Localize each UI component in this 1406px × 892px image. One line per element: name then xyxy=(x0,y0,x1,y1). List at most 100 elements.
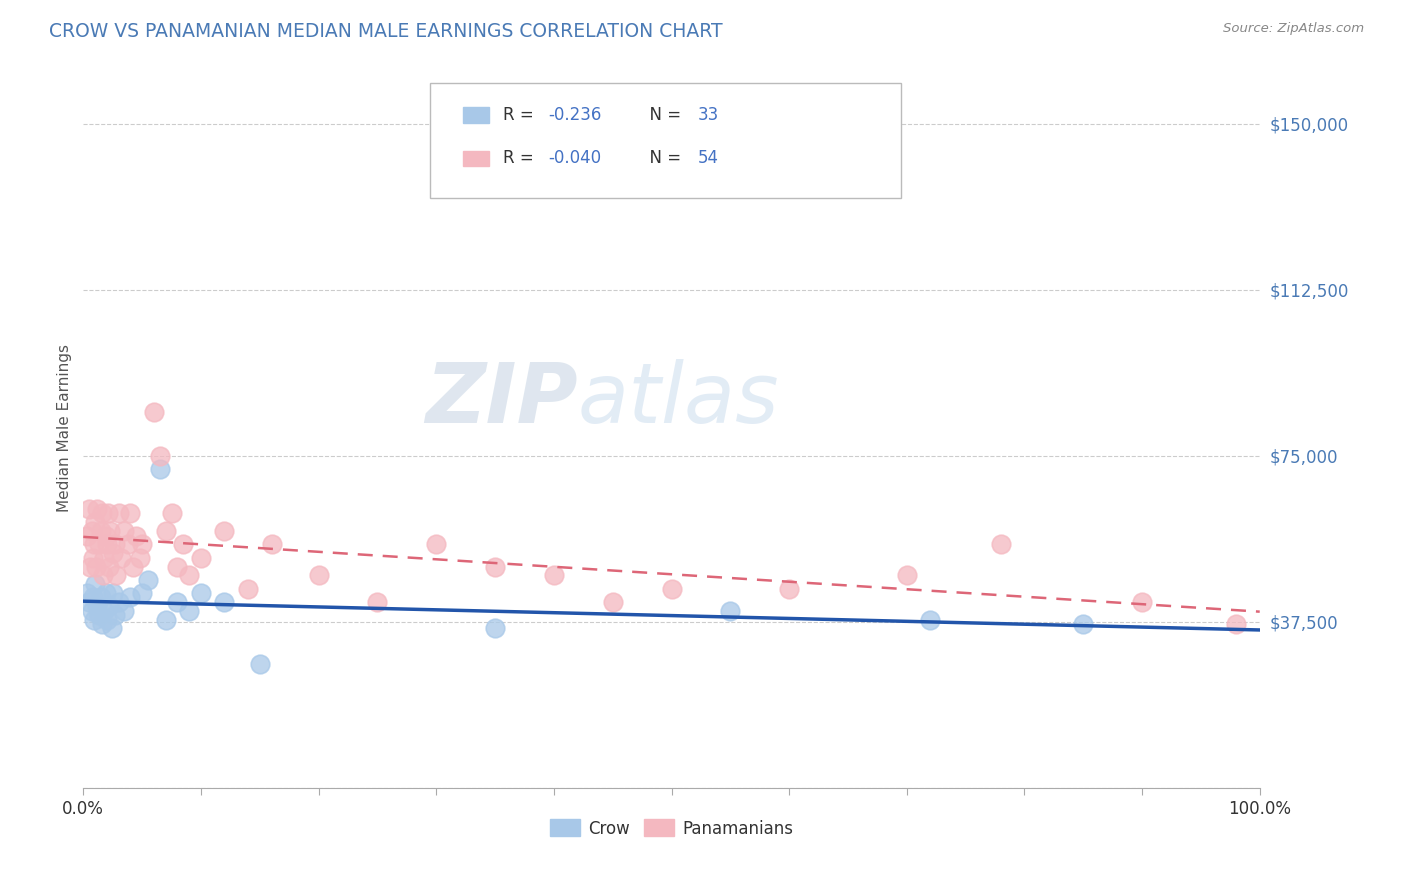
Point xyxy=(120,507,142,521)
Point xyxy=(484,559,506,574)
Point xyxy=(214,595,236,609)
Point xyxy=(136,573,159,587)
Point xyxy=(131,586,153,600)
Point xyxy=(920,613,942,627)
Point xyxy=(125,528,148,542)
Point xyxy=(179,568,201,582)
Point xyxy=(98,559,121,574)
Point xyxy=(308,568,330,582)
Point xyxy=(91,617,114,632)
Point xyxy=(214,524,236,538)
Point xyxy=(77,502,100,516)
Point xyxy=(718,604,741,618)
Point xyxy=(1130,595,1153,609)
Bar xyxy=(464,107,489,123)
Point xyxy=(131,537,153,551)
Point xyxy=(121,559,143,574)
Text: R =: R = xyxy=(503,150,540,168)
Point xyxy=(101,586,124,600)
Point xyxy=(87,608,110,623)
Text: N =: N = xyxy=(638,106,686,124)
Point xyxy=(90,591,112,605)
Point xyxy=(90,524,112,538)
Point xyxy=(166,559,188,574)
Point xyxy=(98,599,121,614)
Point xyxy=(97,507,120,521)
Point xyxy=(896,568,918,582)
Point xyxy=(93,550,115,565)
Point xyxy=(990,537,1012,551)
Point xyxy=(104,608,127,623)
Point xyxy=(149,449,172,463)
Point xyxy=(190,586,212,600)
Point xyxy=(1225,617,1247,632)
Point xyxy=(86,502,108,516)
Point xyxy=(80,524,103,538)
Point xyxy=(98,524,121,538)
Text: N =: N = xyxy=(638,150,686,168)
Point xyxy=(101,546,124,560)
Point xyxy=(83,537,105,551)
Point xyxy=(107,507,129,521)
Point xyxy=(83,613,105,627)
Point xyxy=(160,507,183,521)
Point xyxy=(114,524,136,538)
Point xyxy=(80,604,103,618)
Point xyxy=(107,595,129,609)
Point xyxy=(87,537,110,551)
Text: Source: ZipAtlas.com: Source: ZipAtlas.com xyxy=(1223,22,1364,36)
Point xyxy=(661,582,683,596)
Point xyxy=(1071,617,1094,632)
Point xyxy=(76,528,98,542)
Point xyxy=(77,595,100,609)
Point xyxy=(260,537,283,551)
Point xyxy=(543,568,565,582)
Text: -0.236: -0.236 xyxy=(548,106,602,124)
Point xyxy=(94,528,117,542)
Point xyxy=(104,537,127,551)
Point xyxy=(79,559,101,574)
Text: R =: R = xyxy=(503,106,540,124)
Point xyxy=(96,537,118,551)
Point xyxy=(172,537,194,551)
Point xyxy=(155,524,177,538)
Point xyxy=(110,550,132,565)
Point xyxy=(91,507,114,521)
Point xyxy=(120,591,142,605)
Text: ZIP: ZIP xyxy=(425,359,578,440)
Point xyxy=(91,568,114,582)
Point xyxy=(114,604,136,618)
Point xyxy=(602,595,624,609)
Point xyxy=(100,622,122,636)
Point xyxy=(149,462,172,476)
Point xyxy=(366,595,388,609)
Point xyxy=(84,559,107,574)
Point xyxy=(190,550,212,565)
Point xyxy=(86,599,108,614)
Point xyxy=(76,586,98,600)
Text: -0.040: -0.040 xyxy=(548,150,602,168)
Text: CROW VS PANAMANIAN MEDIAN MALE EARNINGS CORRELATION CHART: CROW VS PANAMANIAN MEDIAN MALE EARNINGS … xyxy=(49,22,723,41)
Y-axis label: Median Male Earnings: Median Male Earnings xyxy=(58,344,72,512)
Point xyxy=(778,582,800,596)
Point xyxy=(84,515,107,529)
Legend: Crow, Panamanians: Crow, Panamanians xyxy=(544,813,800,844)
Text: atlas: atlas xyxy=(578,359,779,440)
Bar xyxy=(464,151,489,166)
Point xyxy=(484,622,506,636)
Point xyxy=(117,537,139,551)
Point xyxy=(96,613,118,627)
Point xyxy=(93,604,115,618)
FancyBboxPatch shape xyxy=(430,83,901,198)
Point xyxy=(128,550,150,565)
Text: 33: 33 xyxy=(697,106,718,124)
Point xyxy=(82,591,104,605)
Point xyxy=(82,550,104,565)
Point xyxy=(94,586,117,600)
Point xyxy=(84,577,107,591)
Text: 54: 54 xyxy=(697,150,718,168)
Point xyxy=(179,604,201,618)
Point xyxy=(425,537,447,551)
Point xyxy=(142,404,165,418)
Point xyxy=(105,568,128,582)
